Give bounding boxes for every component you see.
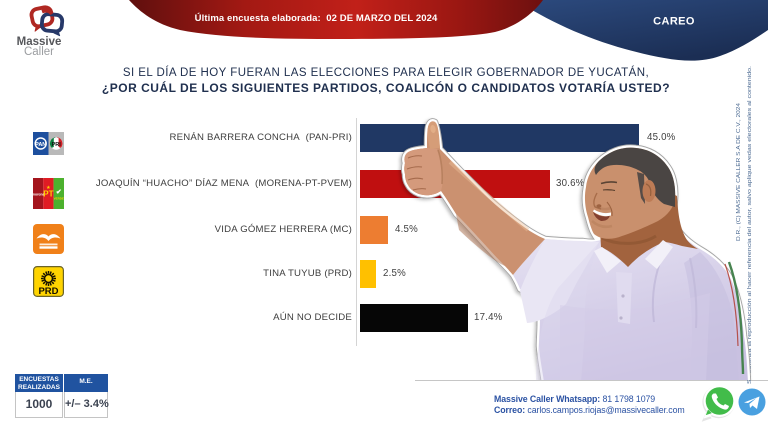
svg-text:★: ★ bbox=[46, 185, 51, 191]
svg-text:PT: PT bbox=[43, 190, 53, 199]
svg-text:morena: morena bbox=[33, 193, 44, 197]
svg-text:PRI: PRI bbox=[52, 142, 62, 148]
svg-text:PRD: PRD bbox=[38, 286, 58, 297]
svg-text:Última encuesta elaborada: 02: Última encuesta elaborada: 02 DE MARZO D… bbox=[195, 12, 438, 24]
svg-text:CAREO: CAREO bbox=[653, 16, 695, 28]
svg-text:Caller: Caller bbox=[24, 46, 54, 58]
svg-text:Se autoriza la reproducción al: Se autoriza la reproducción al hacer ref… bbox=[747, 66, 753, 384]
svg-text:D.R., (C) MASSIVE CALLER S.A D: D.R., (C) MASSIVE CALLER S.A DE C.V., 20… bbox=[736, 103, 742, 241]
svg-text:PAN: PAN bbox=[35, 142, 46, 148]
svg-text:Massive: Massive bbox=[17, 36, 62, 48]
svg-text:✔: ✔ bbox=[56, 189, 62, 196]
svg-text:VERDE: VERDE bbox=[54, 197, 64, 201]
